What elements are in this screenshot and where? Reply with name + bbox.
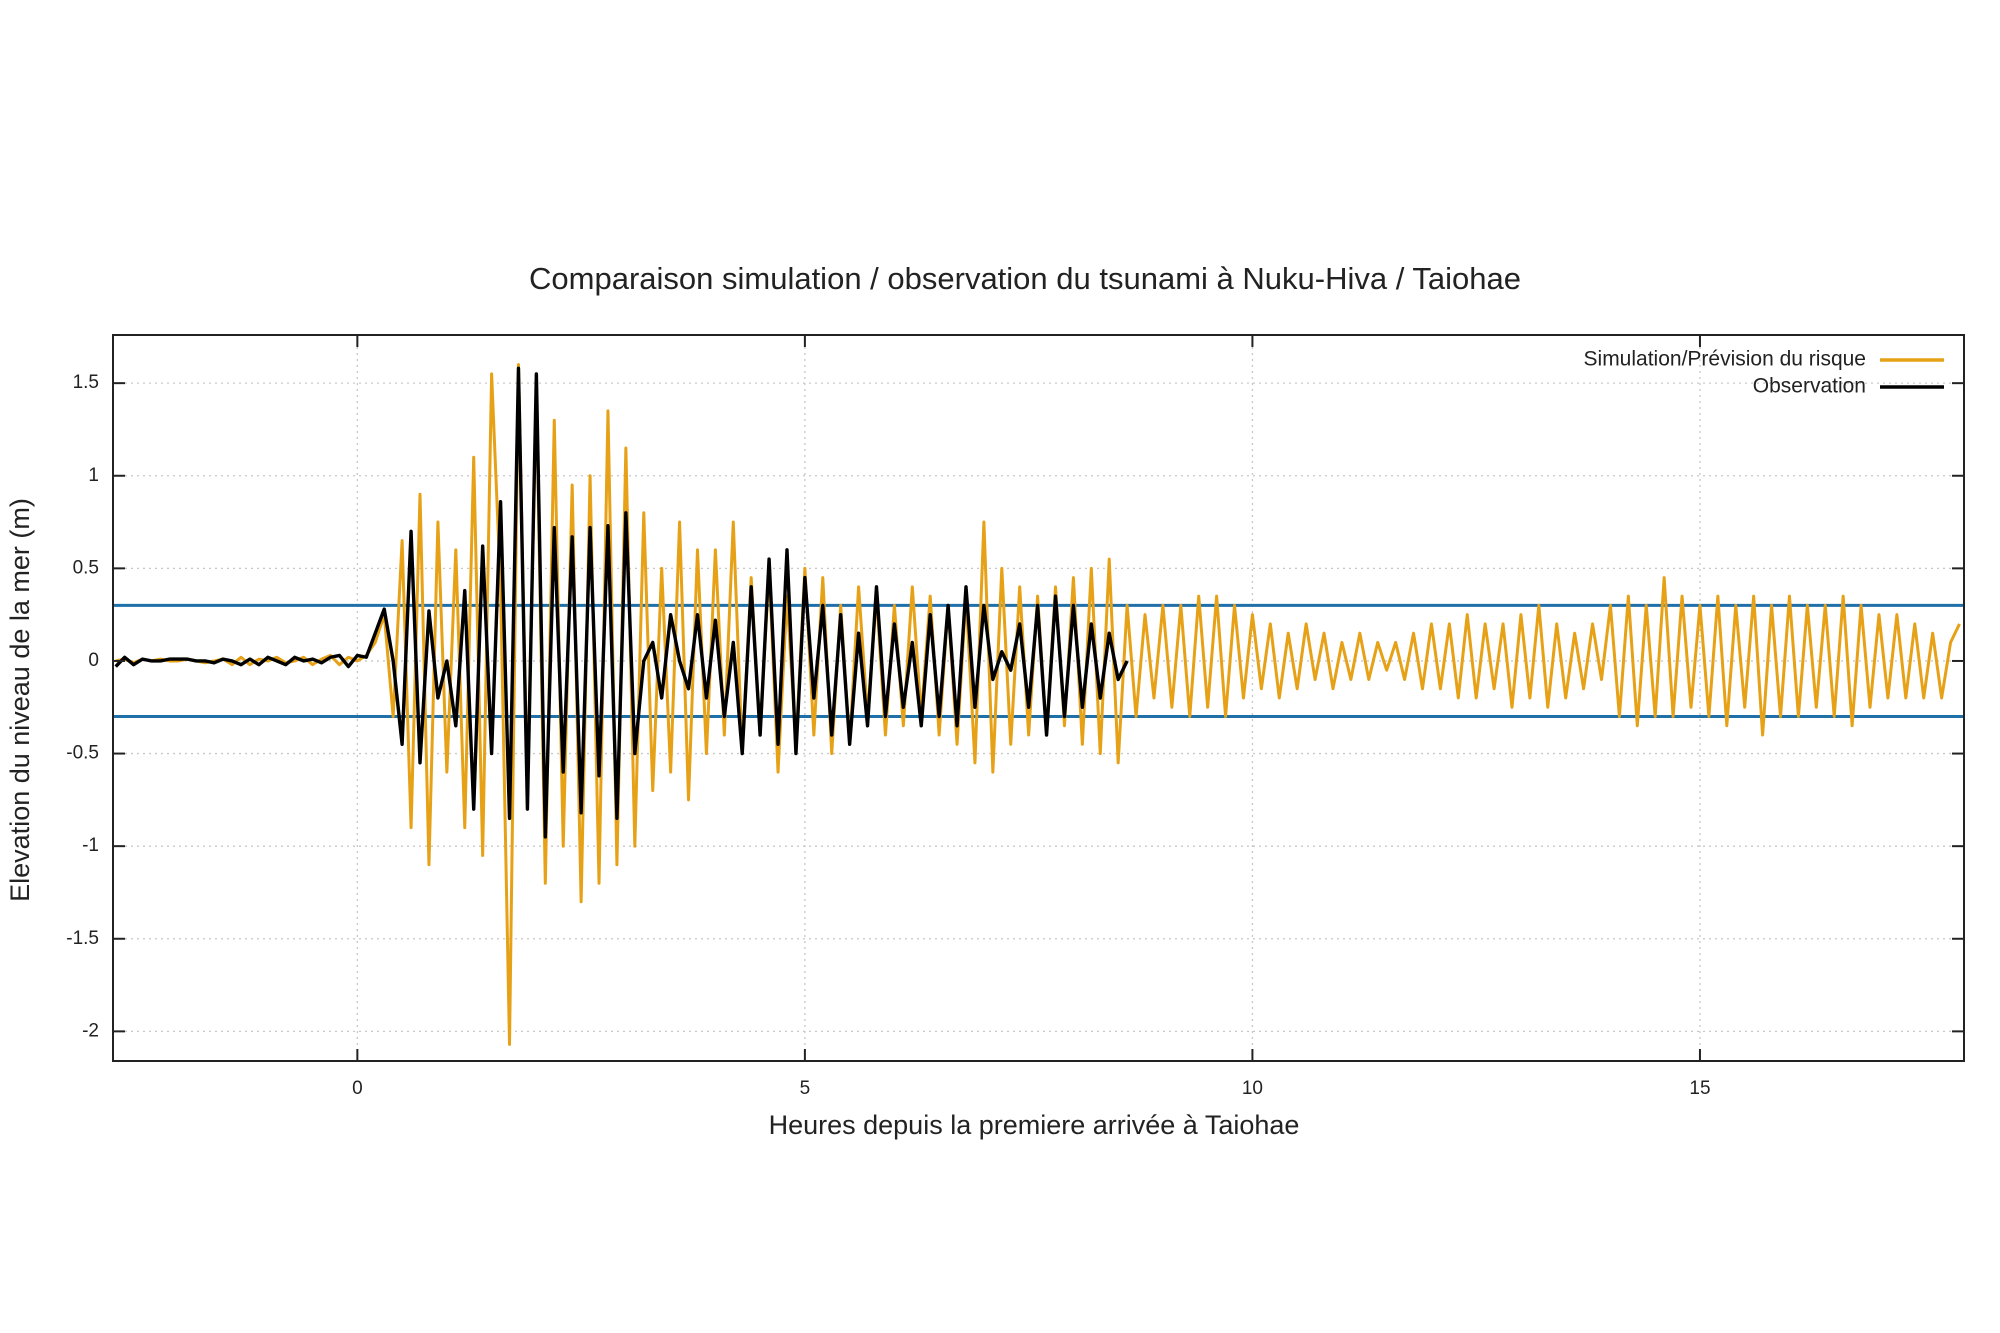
- y-axis-label: Elevation du niveau de la mer (m): [5, 498, 35, 902]
- y-tick-label: 0: [88, 650, 99, 671]
- legend-label: Observation: [1753, 375, 1866, 398]
- x-axis-label: Heures depuis la premiere arrivée à Taio…: [769, 1110, 1300, 1140]
- x-tick-label: 15: [1689, 1078, 1710, 1099]
- chart-title: Comparaison simulation / observation du …: [529, 261, 1521, 296]
- grid: [113, 335, 1964, 1061]
- legend: Simulation/Prévision du risque Observatio…: [1584, 348, 1944, 398]
- y-tick-label: 1: [88, 465, 99, 486]
- legend-label: Simulation/Prévision du risque: [1584, 348, 1866, 371]
- series-line: [115, 363, 1961, 1046]
- x-tick-label: 5: [800, 1078, 811, 1099]
- plot-area: [114, 363, 1961, 1046]
- y-tick-label: 1.5: [73, 372, 99, 393]
- x-tick-label: 10: [1242, 1078, 1263, 1099]
- plot-frame: [112, 334, 1965, 1062]
- y-tick-label: -0.5: [66, 743, 99, 764]
- y-tick-label: -1: [82, 835, 99, 856]
- axes: -2 -1.5 -1 -0.5 0 0.5 1 1.5 0 5 10 15: [66, 335, 1964, 1099]
- x-tick-label: 0: [352, 1078, 363, 1099]
- y-tick-label: 0.5: [73, 557, 99, 578]
- y-tick-label: -2: [82, 1020, 99, 1041]
- series-line: [114, 366, 1129, 839]
- y-tick-label: -1.5: [66, 928, 99, 949]
